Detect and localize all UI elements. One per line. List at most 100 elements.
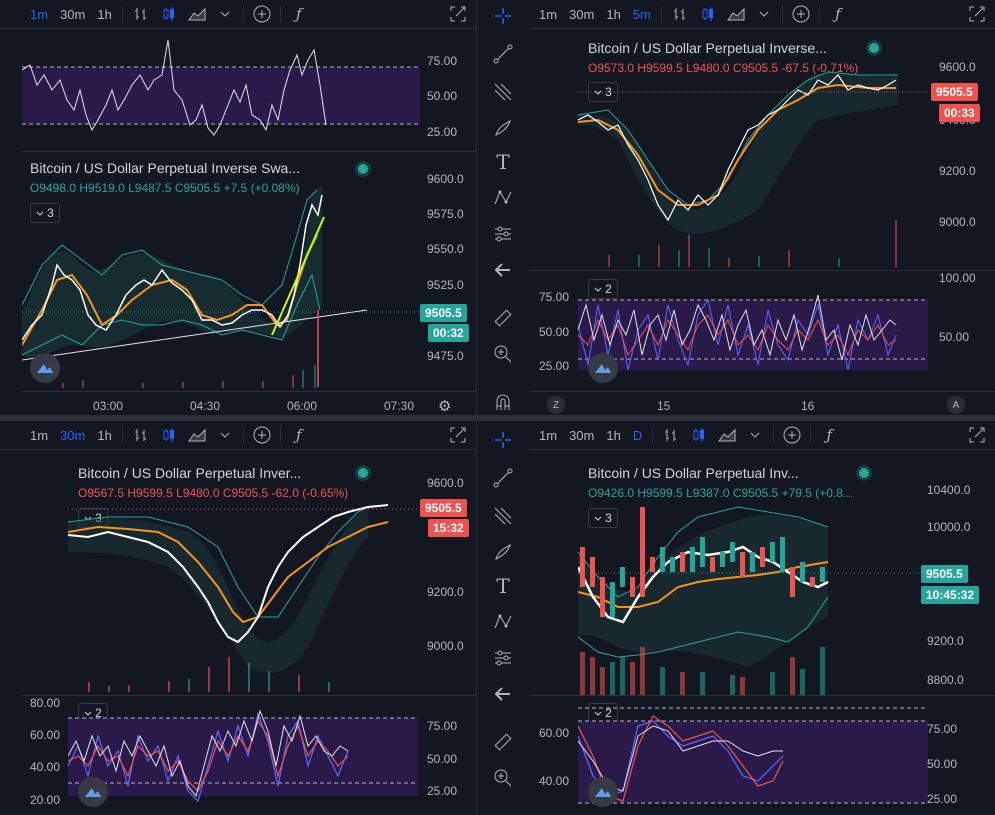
back-arrow-icon[interactable]: [491, 258, 515, 282]
chart-pane-top-right[interactable]: 1m 30m 1h 5m ƒ Bitcoin / US Dollar Perpe…: [529, 0, 995, 415]
price-axis-label: 9600.0: [939, 60, 976, 74]
pitchfork-icon[interactable]: [491, 504, 515, 528]
brush-icon[interactable]: [491, 540, 515, 564]
osc-left-axis-label: 60.00: [30, 728, 61, 742]
price-chart: [22, 185, 420, 388]
time-axis-label: 03:00: [93, 399, 124, 413]
timeframe-1h[interactable]: 1h: [606, 427, 621, 443]
indicators-fx-icon[interactable]: ƒ: [296, 5, 302, 23]
panel-divider: [22, 391, 476, 392]
bar-style-icon[interactable]: [130, 424, 152, 446]
osc-axis-label: 75.00: [427, 54, 458, 68]
fullscreen-icon[interactable]: [967, 4, 987, 24]
settings-gear-icon[interactable]: ⚙: [438, 398, 452, 415]
chevron-down-icon[interactable]: [214, 3, 236, 25]
crosshair-icon[interactable]: [491, 428, 515, 452]
compare-plus-icon[interactable]: [251, 3, 273, 25]
timeframe-30m[interactable]: 30m: [60, 427, 86, 443]
collapse-oscillator-button[interactable]: 2: [588, 279, 618, 299]
timeframe-1m[interactable]: 1m: [30, 427, 49, 443]
area-chart-icon[interactable]: [725, 3, 747, 25]
candles-icon[interactable]: [158, 424, 180, 446]
area-chart-icon[interactable]: [186, 424, 208, 446]
price-axis-label: 9550.0: [427, 242, 464, 256]
ruler-icon[interactable]: [491, 730, 515, 754]
compare-plus-icon[interactable]: [781, 424, 803, 446]
panel-divider: [529, 391, 995, 392]
timeframe-1h[interactable]: 1h: [606, 6, 621, 22]
timeframe-1m[interactable]: 1m: [539, 6, 558, 22]
timeframe-30m[interactable]: 30m: [60, 6, 86, 22]
bar-style-icon[interactable]: [130, 3, 152, 25]
fullscreen-icon[interactable]: [448, 425, 468, 445]
tradingview-logo-icon[interactable]: [78, 777, 108, 807]
area-chart-icon[interactable]: [716, 424, 738, 446]
tradingview-logo-icon[interactable]: [588, 353, 618, 383]
timeframe-5m[interactable]: 5m: [632, 6, 651, 22]
price-axis-label: 10400.0: [927, 483, 971, 497]
collapse-indicators-button[interactable]: 3: [30, 203, 60, 223]
forecast-icon[interactable]: [491, 222, 515, 246]
osc-left-axis-label: 25.00: [539, 359, 570, 373]
tradingview-logo-icon[interactable]: [30, 353, 60, 383]
pitchfork-icon[interactable]: [491, 80, 515, 104]
toolbar-divider: [242, 426, 244, 444]
chevron-down-icon[interactable]: [744, 424, 766, 446]
chart-pane-bottom-right[interactable]: 1m 30m 1h D ƒ Bitcoin / US Dollar Perpet…: [529, 421, 995, 815]
candles-icon[interactable]: [158, 3, 180, 25]
toolbar-divider: [652, 426, 654, 444]
magnet-icon[interactable]: [491, 390, 515, 414]
candles-icon[interactable]: [697, 3, 719, 25]
tradingview-logo-icon[interactable]: [588, 777, 618, 807]
collapse-indicators-button[interactable]: 3: [588, 508, 618, 528]
pattern-icon[interactable]: [491, 610, 515, 634]
osc-left-axis-label: 50.00: [539, 325, 570, 339]
status-dot: [358, 164, 368, 174]
timeframe-1m[interactable]: 1m: [539, 427, 558, 443]
back-arrow-icon[interactable]: [491, 682, 515, 706]
price-axis-label: 9000.0: [427, 639, 464, 653]
fullscreen-icon[interactable]: [448, 4, 468, 24]
zoom-icon[interactable]: [491, 342, 515, 366]
indicators-fx-icon[interactable]: ƒ: [835, 5, 841, 23]
compare-plus-icon[interactable]: [251, 424, 273, 446]
forecast-icon[interactable]: [491, 646, 515, 670]
compare-plus-icon[interactable]: [790, 3, 812, 25]
text-icon[interactable]: T: [496, 574, 510, 598]
timeframe-1m[interactable]: 1m: [30, 6, 49, 22]
osc-left-axis-label: 80.00: [30, 696, 61, 710]
bar-style-icon[interactable]: [660, 424, 682, 446]
trendline-icon[interactable]: [491, 42, 515, 66]
ruler-icon[interactable]: [491, 306, 515, 330]
brush-icon[interactable]: [491, 116, 515, 140]
scale-auto-button[interactable]: A: [947, 396, 965, 414]
scale-z-button[interactable]: Z: [547, 396, 565, 414]
timeframe-D[interactable]: D: [632, 427, 643, 443]
horizontal-split[interactable]: [0, 415, 995, 421]
price-chart: [68, 504, 418, 692]
text-icon[interactable]: T: [496, 150, 510, 174]
timeframe-1h[interactable]: 1h: [97, 427, 112, 443]
chevron-down-icon[interactable]: [753, 3, 775, 25]
last-price-tag: 9505.5: [931, 83, 978, 101]
timeframe-30m[interactable]: 30m: [569, 6, 595, 22]
timeframe-30m[interactable]: 30m: [569, 427, 595, 443]
trendline-icon[interactable]: [491, 466, 515, 490]
crosshair-icon[interactable]: [491, 4, 515, 28]
chart-pane-bottom-left[interactable]: 1m 30m 1h ƒ Bitcoin / US Dollar Perpetua…: [0, 421, 476, 815]
candles-icon[interactable]: [688, 424, 710, 446]
area-chart-icon[interactable]: [186, 3, 208, 25]
price-axis-label: 9600.0: [427, 172, 464, 186]
fullscreen-icon[interactable]: [967, 425, 987, 445]
chevron-down-icon[interactable]: [214, 424, 236, 446]
indicators-fx-icon[interactable]: ƒ: [296, 426, 302, 444]
pattern-icon[interactable]: [491, 186, 515, 210]
status-dot: [358, 468, 368, 478]
price-chart: [578, 506, 928, 695]
indicators-fx-icon[interactable]: ƒ: [826, 426, 832, 444]
ohlc-values: O9426.0 H9599.5 L9387.0 C9505.5 +79.5 (+…: [588, 486, 853, 500]
timeframe-1h[interactable]: 1h: [97, 6, 112, 22]
bar-style-icon[interactable]: [669, 3, 691, 25]
zoom-icon[interactable]: [491, 766, 515, 790]
chart-pane-top-left[interactable]: 1m 30m 1h ƒ 75.00 50.00 25.00 Bitcoin / …: [0, 0, 476, 415]
